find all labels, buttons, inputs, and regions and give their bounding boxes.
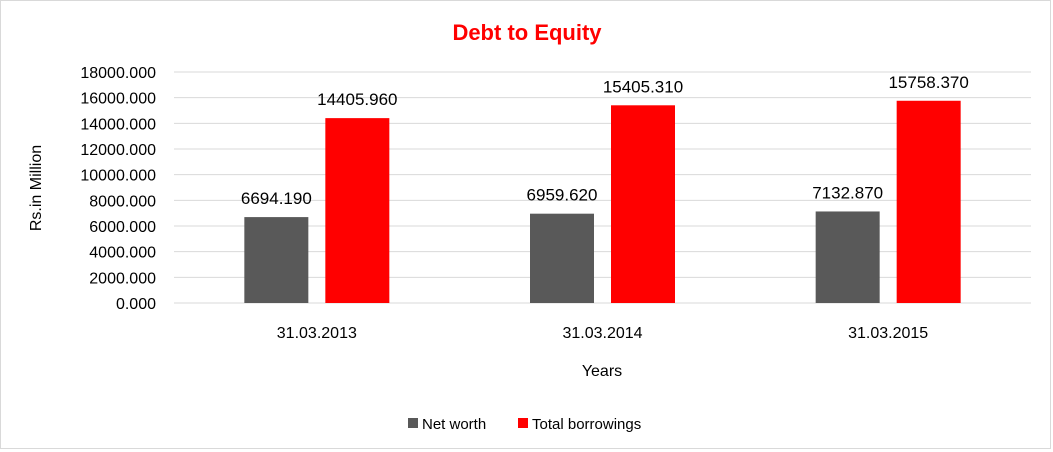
legend-swatch xyxy=(408,418,418,428)
data-label: 15405.310 xyxy=(603,77,683,96)
y-axis-tick-labels: 0.000 2000.000 4000.000 6000.000 8000.000 100… xyxy=(80,65,156,313)
legend-label: Net worth xyxy=(422,416,486,433)
legend-label: Total borrowings xyxy=(532,416,641,433)
x-tick-label: 31.03.2014 xyxy=(562,325,642,342)
y-tick-label: 6000.000 xyxy=(89,219,156,236)
x-tick-label: 31.03.2015 xyxy=(848,325,928,342)
data-labels: 6694.190 14405.960 6959.620 15405.310 7132.8… xyxy=(241,73,969,208)
bar-total-borrowings xyxy=(896,100,961,304)
legend: Net worth Total borrowings xyxy=(408,416,641,433)
legend-swatch xyxy=(518,418,528,428)
y-tick-label: 2000.000 xyxy=(89,270,156,287)
bar-net-worth xyxy=(244,217,309,303)
data-label: 6959.620 xyxy=(527,186,598,205)
data-label: 15758.370 xyxy=(888,73,968,92)
y-tick-label: 4000.000 xyxy=(89,245,156,262)
data-label: 7132.870 xyxy=(812,183,883,202)
x-axis-tick-labels: 31.03.2013 31.03.2014 31.03.2015 xyxy=(277,325,929,342)
bar-total-borrowings xyxy=(611,105,675,303)
gridlines xyxy=(174,71,1031,278)
data-label: 6694.190 xyxy=(241,189,312,208)
bar-net-worth xyxy=(530,213,594,303)
x-tick-label: 31.03.2013 xyxy=(277,325,357,342)
y-axis-title: Rs.in Million xyxy=(28,145,45,231)
x-axis-title: Years xyxy=(582,363,622,380)
bars xyxy=(244,100,961,304)
bar-total-borrowings xyxy=(325,118,390,304)
y-tick-label: 14000.000 xyxy=(80,116,156,133)
y-tick-label: 12000.000 xyxy=(80,142,156,159)
y-tick-label: 18000.000 xyxy=(80,65,156,82)
y-tick-label: 0.000 xyxy=(116,296,156,313)
y-tick-label: 8000.000 xyxy=(89,193,156,210)
y-tick-label: 16000.000 xyxy=(80,91,156,108)
bar-net-worth xyxy=(815,211,880,303)
y-tick-label: 10000.000 xyxy=(80,168,156,185)
chart-title: Debt to Equity xyxy=(452,20,602,45)
data-label: 14405.960 xyxy=(317,90,397,109)
